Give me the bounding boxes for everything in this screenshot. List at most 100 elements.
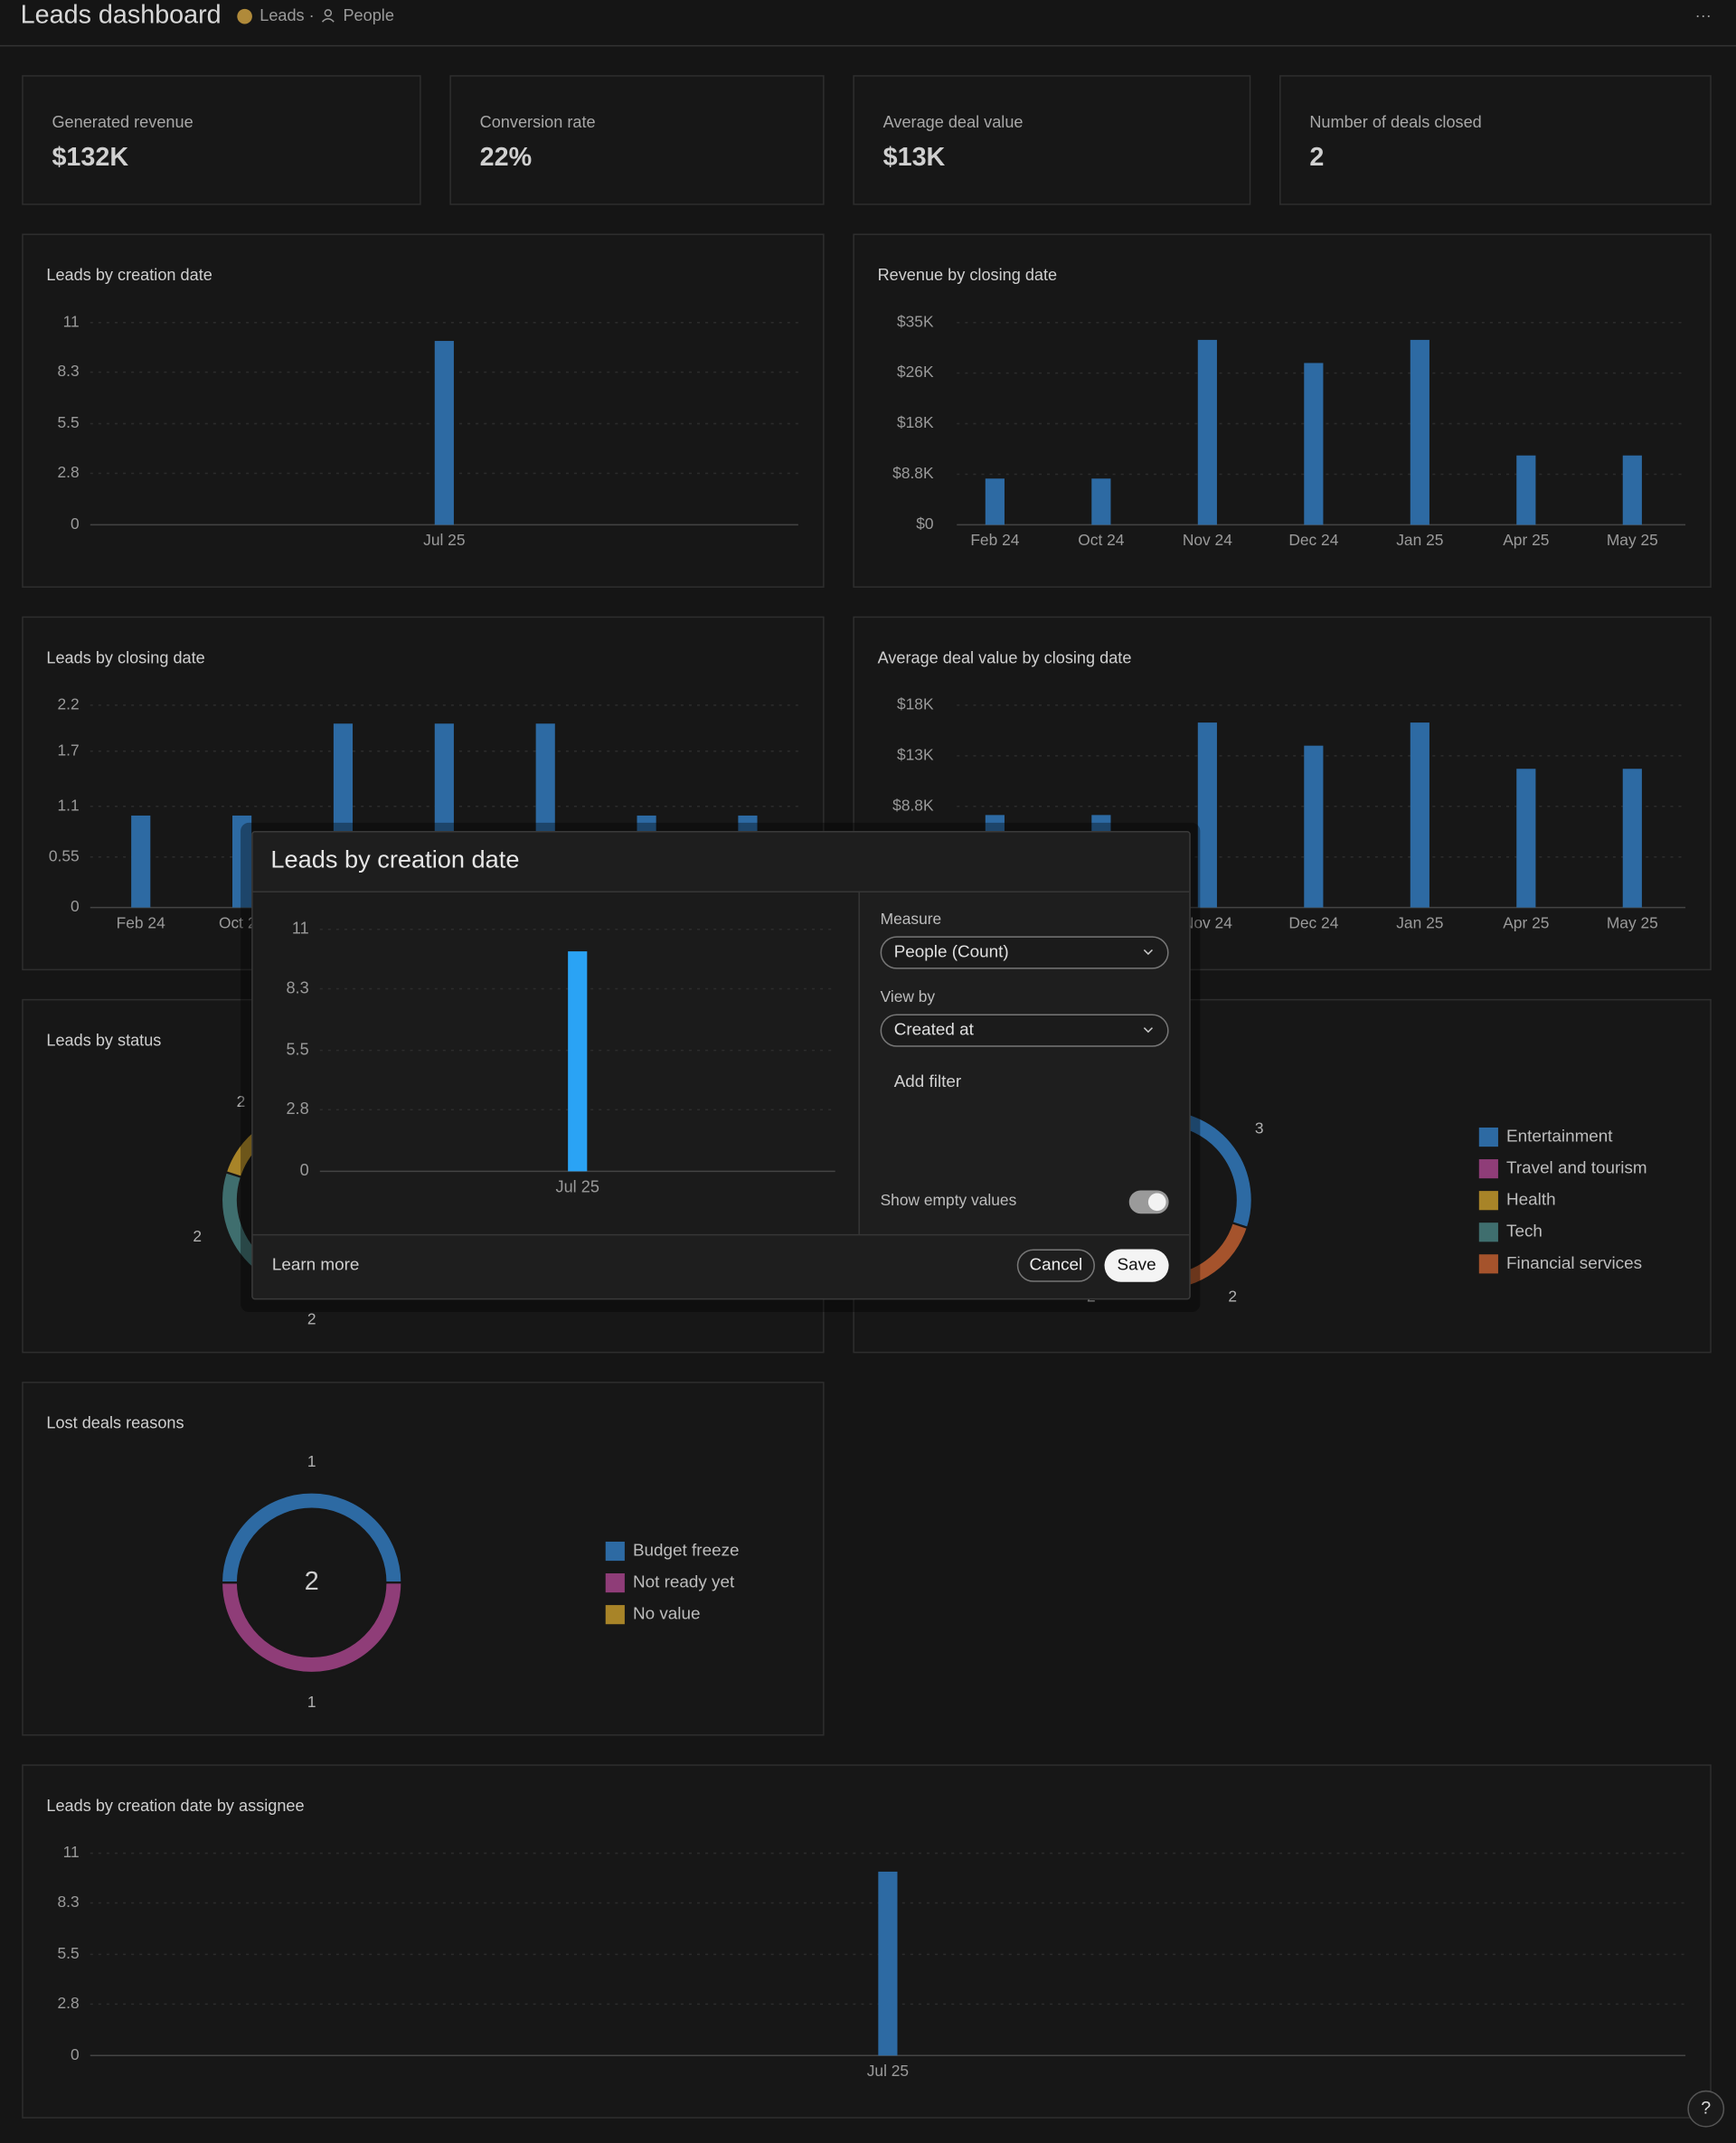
- legend-label: Health: [1506, 1191, 1556, 1210]
- chart-title: Leads by closing date: [46, 648, 204, 666]
- x-tick-label: Jul 25: [556, 1177, 599, 1195]
- y-tick-label: $13K: [897, 745, 934, 763]
- kpi-card: [1279, 75, 1712, 205]
- save-label[interactable]: Save: [1118, 1256, 1156, 1275]
- bar: [232, 815, 252, 908]
- x-tick-label: Dec 24: [1288, 913, 1338, 931]
- bar: [1197, 722, 1217, 908]
- kpi-label: Generated revenue: [52, 113, 193, 131]
- y-tick-label: 1.1: [58, 796, 80, 814]
- legend-label: Not ready yet: [633, 1573, 735, 1592]
- x-tick-label: Nov 24: [1183, 913, 1232, 931]
- card: [853, 233, 1712, 588]
- field-label: View by: [881, 987, 936, 1005]
- add-filter-button[interactable]: Add filter: [894, 1072, 962, 1091]
- measure-select[interactable]: [880, 936, 1169, 969]
- kpi-label: Average deal value: [883, 113, 1024, 131]
- bar: [985, 478, 1005, 525]
- y-tick-label: 2.8: [58, 1994, 80, 2012]
- learn-more-link[interactable]: Learn more: [272, 1256, 360, 1275]
- y-tick-label: 5.5: [58, 1944, 80, 1962]
- slice-label: 1: [307, 1693, 316, 1711]
- x-tick-label: Apr 25: [1503, 531, 1549, 549]
- y-tick-label: 2.8: [286, 1100, 308, 1118]
- slice-label: 2: [237, 1092, 246, 1110]
- select-value[interactable]: People (Count): [894, 942, 1009, 961]
- legend-swatch: [1478, 1254, 1498, 1274]
- help-circle[interactable]: [1687, 2090, 1725, 2128]
- help-label[interactable]: ?: [1701, 2098, 1711, 2118]
- y-tick-label: $8.8K: [892, 464, 934, 482]
- bar: [1516, 769, 1536, 908]
- breadcrumb[interactable]: Leads ·: [259, 6, 314, 24]
- field-label: Measure: [881, 910, 942, 928]
- save-button[interactable]: [1104, 1249, 1169, 1282]
- kpi-value: 22%: [480, 143, 532, 172]
- card: [22, 1764, 1712, 2119]
- y-tick-label: 11: [63, 1843, 80, 1861]
- legend-swatch: [1478, 1191, 1498, 1211]
- bar: [1622, 769, 1642, 908]
- y-tick-label: 2.2: [58, 695, 80, 713]
- bar: [434, 341, 454, 525]
- y-tick-label: 5.5: [58, 413, 80, 431]
- menu-button[interactable]: ···: [1695, 6, 1712, 24]
- select-value[interactable]: Created at: [894, 1021, 975, 1040]
- chart-card: Leads by creation date by assignee 0 2.8 5.…: [22, 1764, 1712, 2119]
- legend-swatch: [1478, 1127, 1498, 1147]
- bar: [1410, 339, 1429, 525]
- legend-swatch: [605, 1573, 625, 1593]
- legend-label: No value: [633, 1605, 701, 1624]
- kpi-card: [853, 75, 1251, 205]
- bar: [878, 1871, 898, 2056]
- legend-label: Budget freeze: [633, 1542, 740, 1561]
- toggle-knob[interactable]: [1147, 1193, 1166, 1212]
- y-tick-label: 0.55: [49, 846, 80, 864]
- x-tick-label: Nov 24: [1183, 531, 1232, 549]
- kpi-value: $132K: [52, 143, 128, 172]
- bar: [1410, 722, 1429, 908]
- preview-pane: [252, 892, 859, 1234]
- cancel-button[interactable]: [1016, 1249, 1095, 1282]
- y-tick-label: $18K: [897, 695, 934, 713]
- slice-label: 2: [1228, 1287, 1237, 1305]
- bar: [131, 815, 151, 908]
- breadcrumb[interactable]: People: [343, 6, 393, 24]
- y-tick-label: 2.8: [58, 463, 80, 481]
- view-by-select[interactable]: [880, 1014, 1169, 1047]
- chevron: [1143, 1027, 1153, 1034]
- legend-swatch: [1478, 1223, 1498, 1242]
- kpi-value: 2: [1309, 143, 1324, 172]
- chart-title: Leads by creation date: [46, 266, 212, 284]
- bar: [1304, 363, 1324, 525]
- y-tick-label: 11: [63, 312, 80, 330]
- donut-total: 2: [305, 1567, 319, 1596]
- y-tick-label: $0: [916, 515, 933, 533]
- chart-title: Lost deals reasons: [46, 1414, 184, 1432]
- x-tick-label: Jan 25: [1396, 531, 1443, 549]
- chart-card: Leads by creation date 0 2.8 5.5 8.3 11 Jul 25: [22, 233, 825, 588]
- page-title: Leads dashboard: [21, 1, 222, 30]
- y-tick-label: $26K: [897, 363, 934, 381]
- legend-swatch: [605, 1605, 625, 1625]
- x-tick-label: May 25: [1607, 913, 1658, 931]
- legend-label: Tech: [1506, 1223, 1543, 1241]
- legend-swatch: [1478, 1159, 1498, 1179]
- leads-icon: [237, 8, 252, 24]
- kpi-card: [22, 75, 421, 205]
- y-tick-label: 1.7: [58, 741, 80, 759]
- chart-card: Lost deals reasons 1 1 2 Budget freeze Not re…: [22, 1382, 825, 1736]
- x-tick-label: Oct 24: [1078, 531, 1125, 549]
- card: [22, 233, 825, 588]
- cancel-label[interactable]: Cancel: [1029, 1256, 1082, 1275]
- person-icon: [321, 9, 335, 23]
- kpi-card: [449, 75, 825, 205]
- help-button[interactable]: ?: [1687, 2090, 1725, 2128]
- chart-card: Revenue by closing date $0 $8.8K $18K $26K $3…: [853, 233, 1712, 588]
- kpi-row: Generated revenue $132K Conversion rate …: [22, 75, 1712, 205]
- bar: [1304, 745, 1324, 908]
- x-tick-label: Feb 24: [970, 531, 1019, 549]
- x-tick-label: Jul 25: [423, 531, 465, 549]
